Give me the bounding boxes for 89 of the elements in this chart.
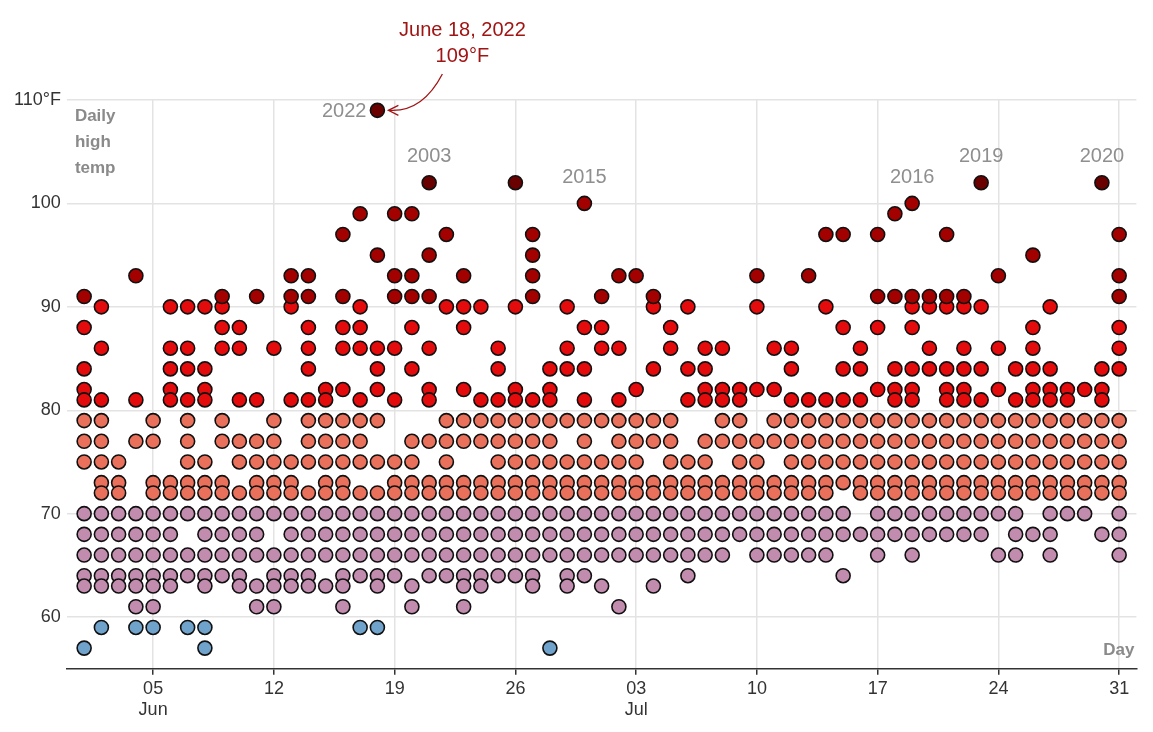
point xyxy=(404,288,420,305)
point xyxy=(386,268,403,284)
point xyxy=(542,640,558,656)
point xyxy=(938,288,955,305)
point xyxy=(628,268,644,284)
point xyxy=(386,288,403,305)
point xyxy=(887,288,903,305)
point xyxy=(887,205,903,222)
x-tick-label: 24 xyxy=(988,677,1009,698)
point xyxy=(1111,226,1127,243)
point xyxy=(248,288,265,305)
x-tick-label: 03 Jul xyxy=(624,677,648,720)
point xyxy=(404,205,420,222)
point xyxy=(369,102,386,119)
point xyxy=(421,288,437,305)
y-tick-label: 100 xyxy=(30,192,61,213)
point xyxy=(197,619,213,636)
x-tick-label: 10 xyxy=(746,677,767,698)
y-tick-label: 90 xyxy=(40,295,61,316)
point xyxy=(421,174,437,191)
point xyxy=(283,288,299,305)
point xyxy=(593,288,610,305)
annotation: June 18, 2022 109°F xyxy=(399,17,526,66)
point xyxy=(645,288,662,305)
x-tick-label: 05 Jun xyxy=(138,677,168,720)
x-tick-label: 12 xyxy=(263,677,284,698)
point xyxy=(1111,288,1127,305)
y-tick-label: 60 xyxy=(40,606,61,627)
point xyxy=(524,288,541,305)
point xyxy=(956,288,972,305)
point xyxy=(128,268,144,284)
point xyxy=(404,268,420,284)
y-tick-label: 70 xyxy=(40,502,61,523)
annotation: 2015 xyxy=(562,164,607,187)
point xyxy=(1094,174,1110,191)
point xyxy=(611,268,627,284)
annotation: 2020 xyxy=(1079,144,1125,167)
point xyxy=(283,268,299,284)
point xyxy=(421,247,437,263)
point xyxy=(335,226,351,243)
point xyxy=(369,619,386,636)
x-axis-title: Day xyxy=(1103,639,1135,659)
point xyxy=(1111,268,1127,284)
point xyxy=(990,268,1007,284)
point xyxy=(507,174,524,191)
point xyxy=(145,619,161,636)
point xyxy=(818,226,834,243)
point xyxy=(76,288,92,305)
x-tick-label: 19 xyxy=(384,677,405,698)
point xyxy=(179,619,196,636)
point xyxy=(524,268,541,284)
point xyxy=(214,288,230,305)
point xyxy=(524,226,541,243)
x-tick-label: 31 xyxy=(1109,677,1130,698)
point xyxy=(749,268,765,284)
point xyxy=(128,619,144,636)
point xyxy=(438,226,455,243)
point xyxy=(1025,247,1041,263)
point xyxy=(76,640,92,656)
point xyxy=(869,226,886,243)
point xyxy=(904,195,920,212)
point xyxy=(352,205,368,222)
point xyxy=(93,619,110,636)
point xyxy=(921,288,938,305)
point xyxy=(386,205,403,222)
annotation: 2016 xyxy=(889,164,935,187)
point xyxy=(300,268,317,284)
point xyxy=(335,288,351,305)
annotation: 2003 xyxy=(406,144,452,167)
point xyxy=(904,288,920,305)
y-axis-title: Daily high temp xyxy=(74,106,117,178)
y-tick-label: 80 xyxy=(40,399,61,420)
point xyxy=(938,226,955,243)
annotation: 2019 xyxy=(958,144,1004,167)
point xyxy=(800,268,817,284)
point xyxy=(455,268,472,284)
x-tick-label: 17 xyxy=(867,677,888,698)
point xyxy=(352,619,368,636)
point xyxy=(973,174,989,191)
point xyxy=(300,288,317,305)
point xyxy=(197,640,213,656)
point xyxy=(869,288,886,305)
point xyxy=(835,226,851,243)
annotation: 2022 xyxy=(321,98,367,121)
x-tick-label: 26 xyxy=(505,677,526,698)
point xyxy=(576,195,593,212)
point xyxy=(369,247,386,263)
point xyxy=(524,247,541,263)
y-tick-label: 110°F xyxy=(14,88,61,109)
